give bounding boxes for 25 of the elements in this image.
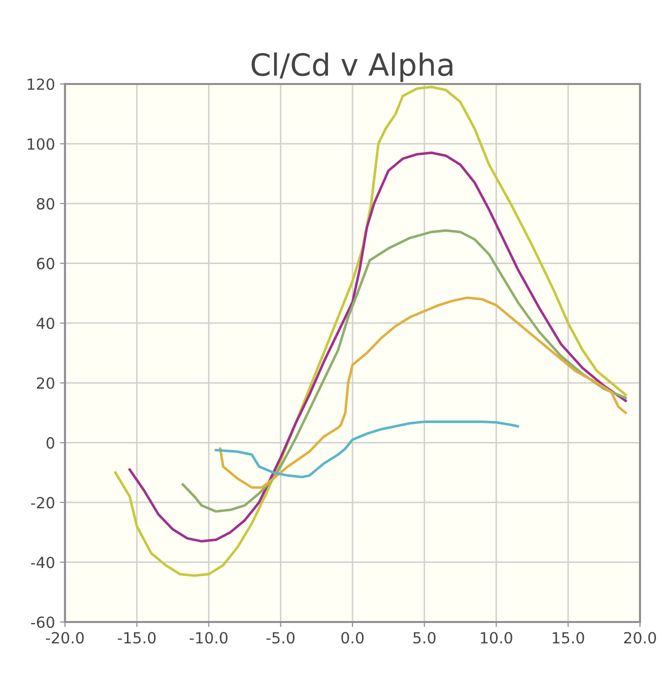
x-tick-label: 10.0 [480,632,512,644]
x-tick-label: 0.0 [341,632,364,644]
y-tick-label: 0 [46,437,54,449]
x-tick-label: -10.0 [190,632,228,644]
y-tick-label: -40 [31,556,54,568]
x-tick-label: -20.0 [46,632,84,644]
x-tick-label: 20.0 [624,632,656,644]
line-series [128,151,627,543]
x-tick-label: -5.0 [266,632,295,644]
chart-title: Cl/Cd v Alpha [252,52,452,82]
x-tick-label: -15.0 [118,632,156,644]
y-tick-label: -60 [31,616,54,628]
y-tick-label: 60 [36,258,54,270]
x-tick-label: 15.0 [552,632,584,644]
x-tick-label: 5.0 [413,632,436,644]
line-series [114,86,627,577]
line-series [214,420,520,478]
line-series [219,296,627,489]
y-tick-label: 120 [28,78,54,90]
y-tick-label: -20 [31,496,54,508]
y-tick-label: 100 [28,138,54,150]
y-tick-label: 40 [36,318,54,330]
y-tick-label: 80 [36,198,54,210]
line-series [182,229,627,513]
y-tick-label: 20 [36,377,54,389]
